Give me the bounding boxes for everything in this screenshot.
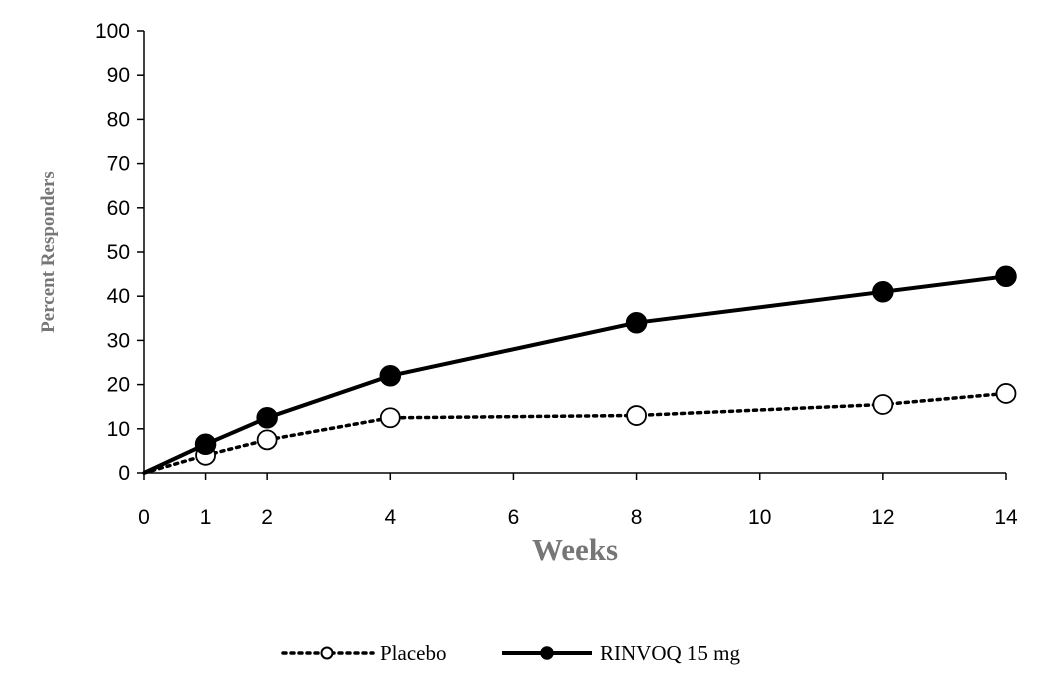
y-tick-label: 90 xyxy=(107,64,130,87)
series-layer xyxy=(142,265,1017,475)
legend-item-rinvoq: RINVOQ 15 mg xyxy=(502,641,740,665)
y-tick-label: 20 xyxy=(107,374,130,397)
legend-label-placebo: Placebo xyxy=(380,641,446,665)
y-tick-label: 0 xyxy=(118,462,130,485)
x-tick-label: 14 xyxy=(994,506,1018,529)
series-placebo xyxy=(142,383,1017,475)
data-point-placebo xyxy=(995,383,1017,404)
x-axis-title: Weeks xyxy=(532,532,618,567)
x-tick-label: 1 xyxy=(200,506,212,529)
legend-label-rinvoq: RINVOQ 15 mg xyxy=(600,641,740,665)
x-tick-label: 8 xyxy=(631,506,643,529)
data-point-rinvoq-15-mg xyxy=(625,311,648,334)
legend-marker-placebo xyxy=(320,646,334,660)
x-tick-label: 6 xyxy=(508,506,520,529)
legend: Placebo RINVOQ 15 mg xyxy=(281,641,740,665)
x-tick-label: 4 xyxy=(384,506,396,529)
series-rinvoq-15-mg xyxy=(143,265,1017,475)
x-tick-label: 0 xyxy=(138,506,150,529)
data-point-placebo xyxy=(872,394,894,415)
y-tick-label: 10 xyxy=(107,418,130,441)
data-point-placebo xyxy=(256,429,278,451)
data-point-rinvoq-15-mg xyxy=(256,407,278,429)
data-point-placebo xyxy=(626,405,647,426)
x-tick-label: 2 xyxy=(261,506,273,529)
x-tick-label: 12 xyxy=(871,506,894,529)
y-tick-label: 70 xyxy=(107,153,130,176)
data-point-rinvoq-15-mg xyxy=(194,433,217,456)
data-point-placebo xyxy=(379,407,401,429)
y-tick-label: 100 xyxy=(95,20,130,43)
legend-item-placebo: Placebo xyxy=(281,641,446,665)
y-tick-label: 30 xyxy=(107,329,130,352)
x-tick-label: 10 xyxy=(748,506,771,529)
y-tick-label: 60 xyxy=(107,197,130,220)
data-point-rinvoq-15-mg xyxy=(379,365,402,387)
legend-marker-rinvoq xyxy=(540,646,554,660)
data-point-rinvoq-15-mg xyxy=(872,281,894,303)
y-tick-label: 50 xyxy=(107,241,130,264)
y-tick-label: 40 xyxy=(107,285,130,308)
y-axis-title: Percent Responders xyxy=(38,171,59,333)
data-point-rinvoq-15-mg xyxy=(995,265,1017,288)
y-tick-label: 80 xyxy=(107,108,130,131)
